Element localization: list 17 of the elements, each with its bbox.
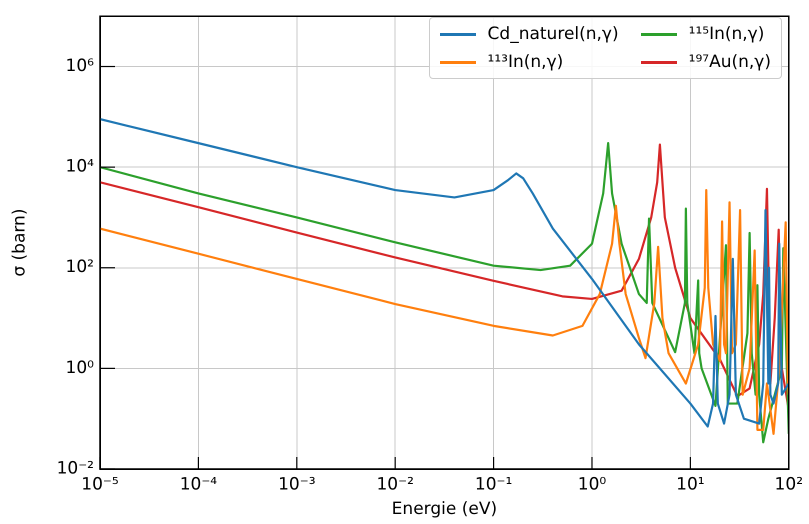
x-tick-label: 10² [774,474,804,495]
legend-label: ¹⁹⁷Au(n,γ) [688,52,771,72]
x-tick-label: 10⁻¹ [474,474,512,495]
x-tick-label: 10⁻⁴ [180,474,218,495]
x-tick-label: 10⁰ [578,474,606,495]
legend-label: ¹¹³In(n,γ) [488,52,564,72]
y-tick-label: 10⁶ [66,56,94,76]
y-tick-label: 10⁴ [66,156,94,177]
x-tick-label: 10⁻² [376,474,414,495]
y-tick-label: 10² [66,257,94,278]
y-tick-label: 10⁰ [66,358,94,378]
x-tick-label: 10¹ [676,474,705,495]
x-axis-title: Energie (eV) [392,499,498,520]
x-tick-label: 10⁻³ [278,474,316,495]
y-axis-title: σ (barn) [10,208,30,277]
legend-label: ¹¹⁵In(n,γ) [688,24,764,44]
legend-label: Cd_naturel(n,γ) [488,24,619,44]
